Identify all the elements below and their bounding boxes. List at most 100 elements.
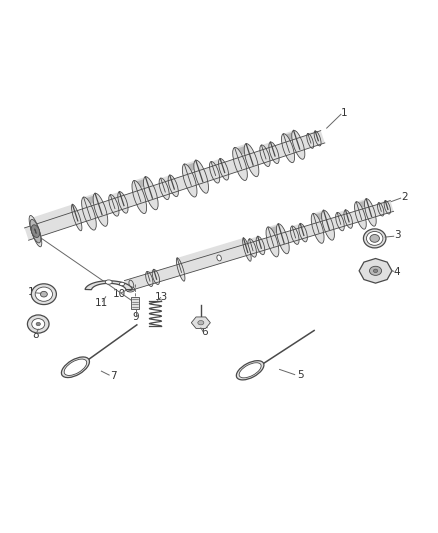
Ellipse shape bbox=[260, 145, 270, 166]
Ellipse shape bbox=[321, 210, 334, 240]
Ellipse shape bbox=[93, 193, 108, 227]
Ellipse shape bbox=[217, 255, 221, 261]
Ellipse shape bbox=[209, 161, 220, 183]
Ellipse shape bbox=[198, 320, 204, 325]
Ellipse shape bbox=[290, 226, 299, 244]
Ellipse shape bbox=[256, 236, 265, 255]
Ellipse shape bbox=[373, 269, 378, 272]
Polygon shape bbox=[25, 131, 325, 240]
Polygon shape bbox=[284, 132, 296, 141]
Polygon shape bbox=[185, 162, 198, 172]
Ellipse shape bbox=[299, 223, 307, 242]
Ellipse shape bbox=[159, 178, 170, 199]
Text: 5: 5 bbox=[297, 370, 304, 381]
Polygon shape bbox=[292, 224, 304, 238]
Polygon shape bbox=[268, 224, 284, 246]
Polygon shape bbox=[235, 144, 253, 169]
Ellipse shape bbox=[71, 205, 82, 231]
Ellipse shape bbox=[282, 134, 295, 163]
Polygon shape bbox=[357, 200, 368, 208]
Ellipse shape bbox=[219, 159, 229, 180]
Ellipse shape bbox=[311, 213, 324, 243]
Polygon shape bbox=[147, 270, 157, 281]
Ellipse shape bbox=[336, 213, 344, 231]
Polygon shape bbox=[261, 142, 275, 159]
Polygon shape bbox=[313, 211, 329, 233]
Ellipse shape bbox=[168, 175, 178, 197]
Ellipse shape bbox=[276, 224, 289, 254]
Text: 9: 9 bbox=[133, 312, 139, 321]
Ellipse shape bbox=[35, 287, 53, 301]
Ellipse shape bbox=[109, 195, 119, 216]
Polygon shape bbox=[110, 192, 124, 208]
Ellipse shape bbox=[105, 280, 112, 284]
Polygon shape bbox=[359, 259, 392, 283]
Ellipse shape bbox=[269, 142, 279, 164]
Ellipse shape bbox=[307, 133, 314, 148]
Text: 6: 6 bbox=[201, 327, 208, 337]
Ellipse shape bbox=[29, 215, 42, 247]
Polygon shape bbox=[32, 205, 78, 235]
Ellipse shape bbox=[40, 292, 47, 297]
Polygon shape bbox=[314, 212, 326, 221]
Ellipse shape bbox=[244, 144, 259, 176]
Polygon shape bbox=[211, 159, 225, 175]
Ellipse shape bbox=[370, 235, 379, 243]
Ellipse shape bbox=[119, 282, 124, 286]
Polygon shape bbox=[84, 193, 102, 219]
Ellipse shape bbox=[61, 357, 89, 377]
Text: 7: 7 bbox=[110, 372, 117, 381]
Polygon shape bbox=[235, 146, 249, 156]
Ellipse shape bbox=[243, 238, 251, 261]
Polygon shape bbox=[283, 131, 300, 152]
Polygon shape bbox=[356, 199, 371, 220]
Ellipse shape bbox=[194, 160, 208, 193]
Polygon shape bbox=[379, 201, 388, 212]
Ellipse shape bbox=[266, 227, 279, 257]
Ellipse shape bbox=[384, 201, 391, 214]
Text: 2: 2 bbox=[402, 192, 408, 203]
Ellipse shape bbox=[144, 177, 158, 210]
Polygon shape bbox=[191, 317, 210, 328]
Ellipse shape bbox=[248, 239, 257, 257]
Ellipse shape bbox=[344, 210, 353, 228]
Polygon shape bbox=[268, 225, 281, 235]
Ellipse shape bbox=[152, 270, 159, 285]
Ellipse shape bbox=[370, 266, 381, 276]
Ellipse shape bbox=[118, 192, 128, 213]
Polygon shape bbox=[308, 131, 318, 143]
Text: 1: 1 bbox=[341, 108, 348, 118]
Text: 12: 12 bbox=[28, 287, 41, 297]
Ellipse shape bbox=[28, 315, 49, 333]
Ellipse shape bbox=[378, 203, 384, 216]
Ellipse shape bbox=[132, 181, 147, 214]
Ellipse shape bbox=[364, 199, 376, 226]
Bar bbox=[131, 297, 138, 309]
Ellipse shape bbox=[292, 131, 305, 159]
Text: 8: 8 bbox=[32, 330, 39, 340]
Ellipse shape bbox=[32, 319, 45, 329]
Polygon shape bbox=[134, 177, 152, 202]
Polygon shape bbox=[337, 210, 349, 224]
Ellipse shape bbox=[239, 363, 261, 378]
Polygon shape bbox=[124, 200, 394, 292]
Ellipse shape bbox=[237, 361, 264, 380]
Ellipse shape bbox=[367, 231, 383, 245]
Ellipse shape bbox=[182, 164, 197, 197]
Polygon shape bbox=[84, 195, 98, 205]
Ellipse shape bbox=[146, 271, 153, 286]
Text: 13: 13 bbox=[155, 292, 169, 302]
Polygon shape bbox=[161, 175, 174, 192]
Ellipse shape bbox=[30, 220, 41, 243]
Ellipse shape bbox=[64, 359, 87, 375]
Text: 11: 11 bbox=[95, 298, 108, 308]
Ellipse shape bbox=[31, 225, 40, 238]
Polygon shape bbox=[85, 281, 132, 289]
Polygon shape bbox=[184, 160, 203, 185]
Text: 4: 4 bbox=[393, 266, 399, 277]
Ellipse shape bbox=[364, 229, 386, 248]
Ellipse shape bbox=[177, 258, 185, 281]
Polygon shape bbox=[134, 179, 148, 189]
Ellipse shape bbox=[31, 218, 41, 244]
Text: 3: 3 bbox=[394, 230, 401, 240]
